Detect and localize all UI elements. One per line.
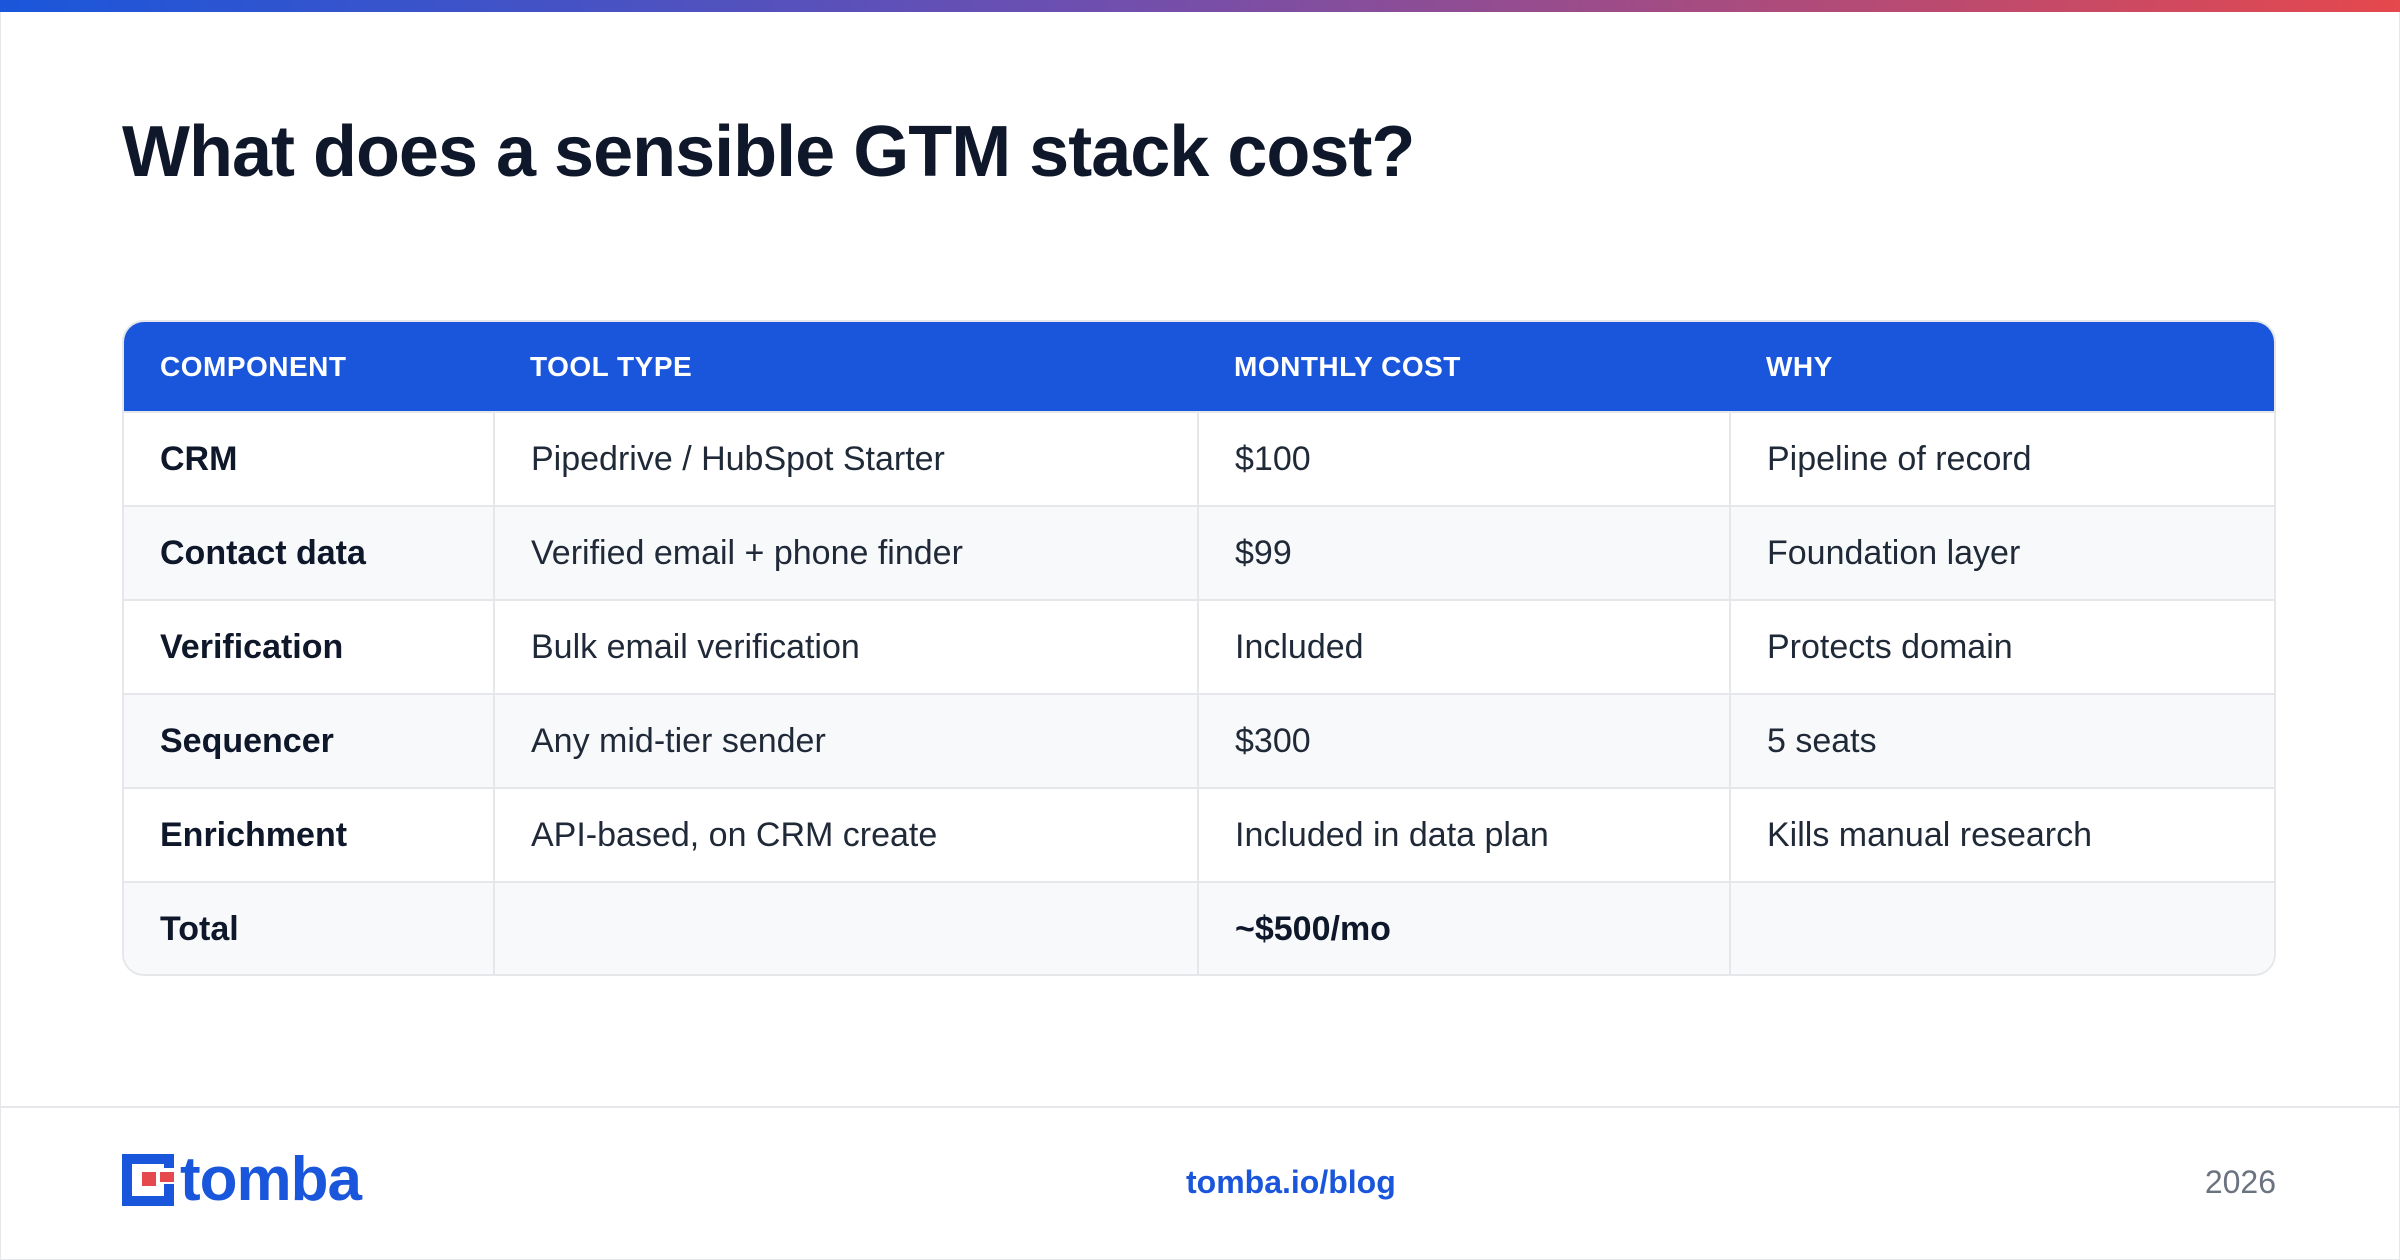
- cell-component: Verification: [124, 599, 494, 694]
- blog-link[interactable]: tomba.io/blog: [1186, 1164, 1396, 1200]
- cell-component: Enrichment: [124, 787, 494, 882]
- cell-component: CRM: [124, 411, 494, 506]
- cell-monthly-cost: $300: [1197, 693, 1730, 788]
- cell-tool-type: Any mid-tier sender: [493, 693, 1198, 788]
- header-component: COMPONENT: [160, 350, 347, 382]
- table-row: Contact data Verified email + phone find…: [124, 505, 2274, 600]
- page-title: What does a sensible GTM stack cost?: [122, 112, 1415, 192]
- tomba-logo[interactable]: tomba: [122, 1145, 362, 1214]
- cell-why: 5 seats: [1729, 693, 2274, 788]
- cell-why: Pipeline of record: [1729, 411, 2274, 506]
- table-row: Verification Bulk email verification Inc…: [124, 599, 2274, 694]
- cell-monthly-cost: $100: [1197, 411, 1730, 506]
- cell-tool-type: [493, 881, 1198, 974]
- header-why: WHY: [1766, 350, 1833, 382]
- cell-why: [1729, 881, 2274, 974]
- tomba-logo-text: tomba: [180, 1145, 362, 1214]
- cell-monthly-cost: Included: [1197, 599, 1730, 694]
- header-tool-type: TOOL TYPE: [530, 350, 693, 382]
- tomba-logo-mark-icon: [122, 1154, 174, 1206]
- table-row-total: Total ~$500/mo: [124, 881, 2274, 974]
- cell-tool-type: Verified email + phone finder: [493, 505, 1198, 600]
- cell-monthly-cost: Included in data plan: [1197, 787, 1730, 882]
- cell-why: Protects domain: [1729, 599, 2274, 694]
- cell-component: Contact data: [124, 505, 494, 600]
- cell-why: Foundation layer: [1729, 505, 2274, 600]
- cell-monthly-cost: $99: [1197, 505, 1730, 600]
- cell-tool-type: Bulk email verification: [493, 599, 1198, 694]
- header-monthly-cost: MONTHLY COST: [1234, 350, 1461, 382]
- top-gradient-bar: [0, 0, 2400, 12]
- cost-table: COMPONENT TOOL TYPE MONTHLY COST WHY CRM…: [124, 322, 2274, 974]
- table-header-row: COMPONENT TOOL TYPE MONTHLY COST WHY: [124, 322, 2274, 412]
- footer-divider: [0, 1106, 2400, 1108]
- table-row: Enrichment API-based, on CRM create Incl…: [124, 787, 2274, 882]
- cell-total-cost: ~$500/mo: [1197, 881, 1730, 974]
- footer-year: 2026: [2204, 1164, 2276, 1200]
- table-row: Sequencer Any mid-tier sender $300 5 sea…: [124, 693, 2274, 788]
- cell-total-label: Total: [124, 881, 494, 974]
- cost-table-container: COMPONENT TOOL TYPE MONTHLY COST WHY CRM…: [122, 320, 2276, 976]
- cell-tool-type: Pipedrive / HubSpot Starter: [493, 411, 1198, 506]
- cell-tool-type: API-based, on CRM create: [493, 787, 1198, 882]
- cell-why: Kills manual research: [1729, 787, 2274, 882]
- table-row: CRM Pipedrive / HubSpot Starter $100 Pip…: [124, 411, 2274, 506]
- cell-component: Sequencer: [124, 693, 494, 788]
